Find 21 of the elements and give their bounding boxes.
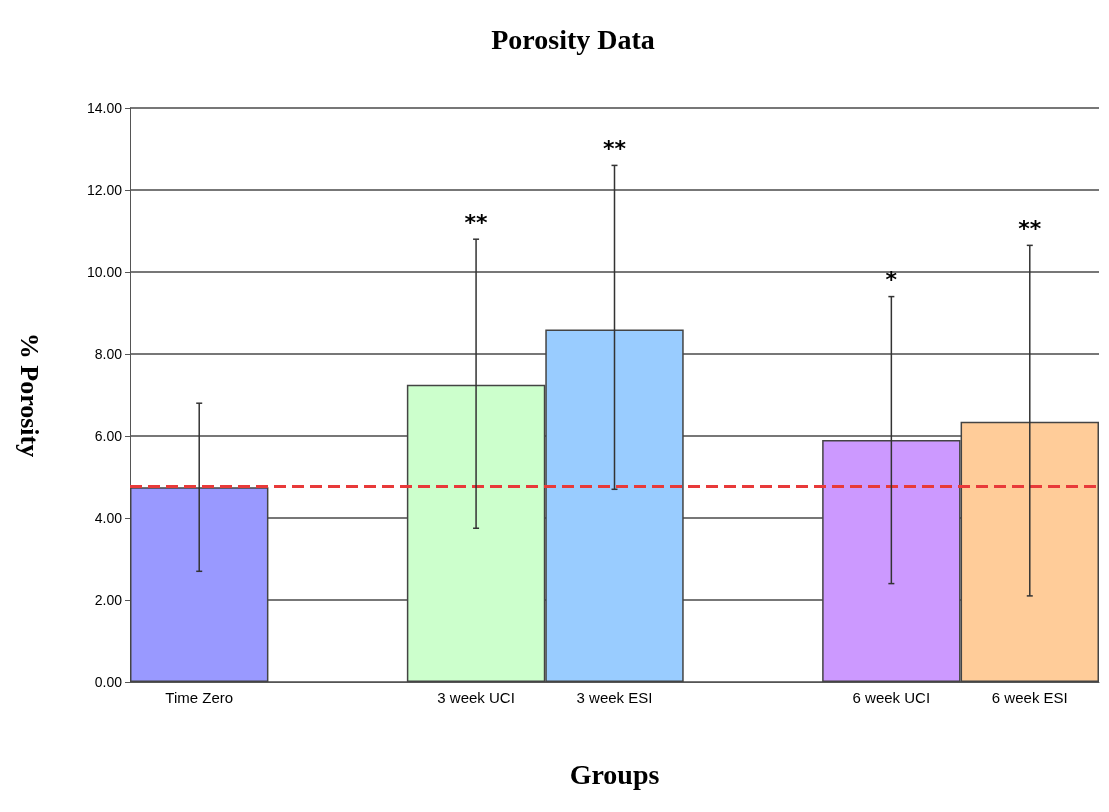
annotation: ** [464, 209, 489, 235]
x-tick-label: 3 week UCI [437, 689, 515, 706]
x-tick-label: 6 week UCI [852, 689, 931, 706]
x-tick-label: Time Zero [165, 689, 234, 706]
y-tick-label: 2.00 [94, 592, 123, 608]
bar [130, 487, 269, 682]
y-tick-label: 0.00 [94, 674, 123, 690]
annotation: ** [1018, 215, 1042, 241]
x-tick-label: 3 week ESI [576, 689, 653, 706]
x-axis-title: Groups [569, 758, 660, 790]
chart-title: Porosity Data [491, 23, 655, 55]
y-tick-label: 12.00 [86, 182, 123, 198]
y-tick-label: 6.00 [94, 428, 123, 444]
y-tick-label: 14.00 [86, 100, 123, 116]
y-tick-label: 8.00 [94, 346, 123, 362]
annotation: ** [602, 135, 627, 161]
y-axis-title: % Porosity [14, 332, 44, 458]
annotation: * [885, 267, 898, 293]
y-tick-label: 4.00 [94, 510, 123, 526]
x-tick-label: 6 week ESI [991, 689, 1068, 706]
y-tick-label: 10.00 [86, 264, 123, 280]
